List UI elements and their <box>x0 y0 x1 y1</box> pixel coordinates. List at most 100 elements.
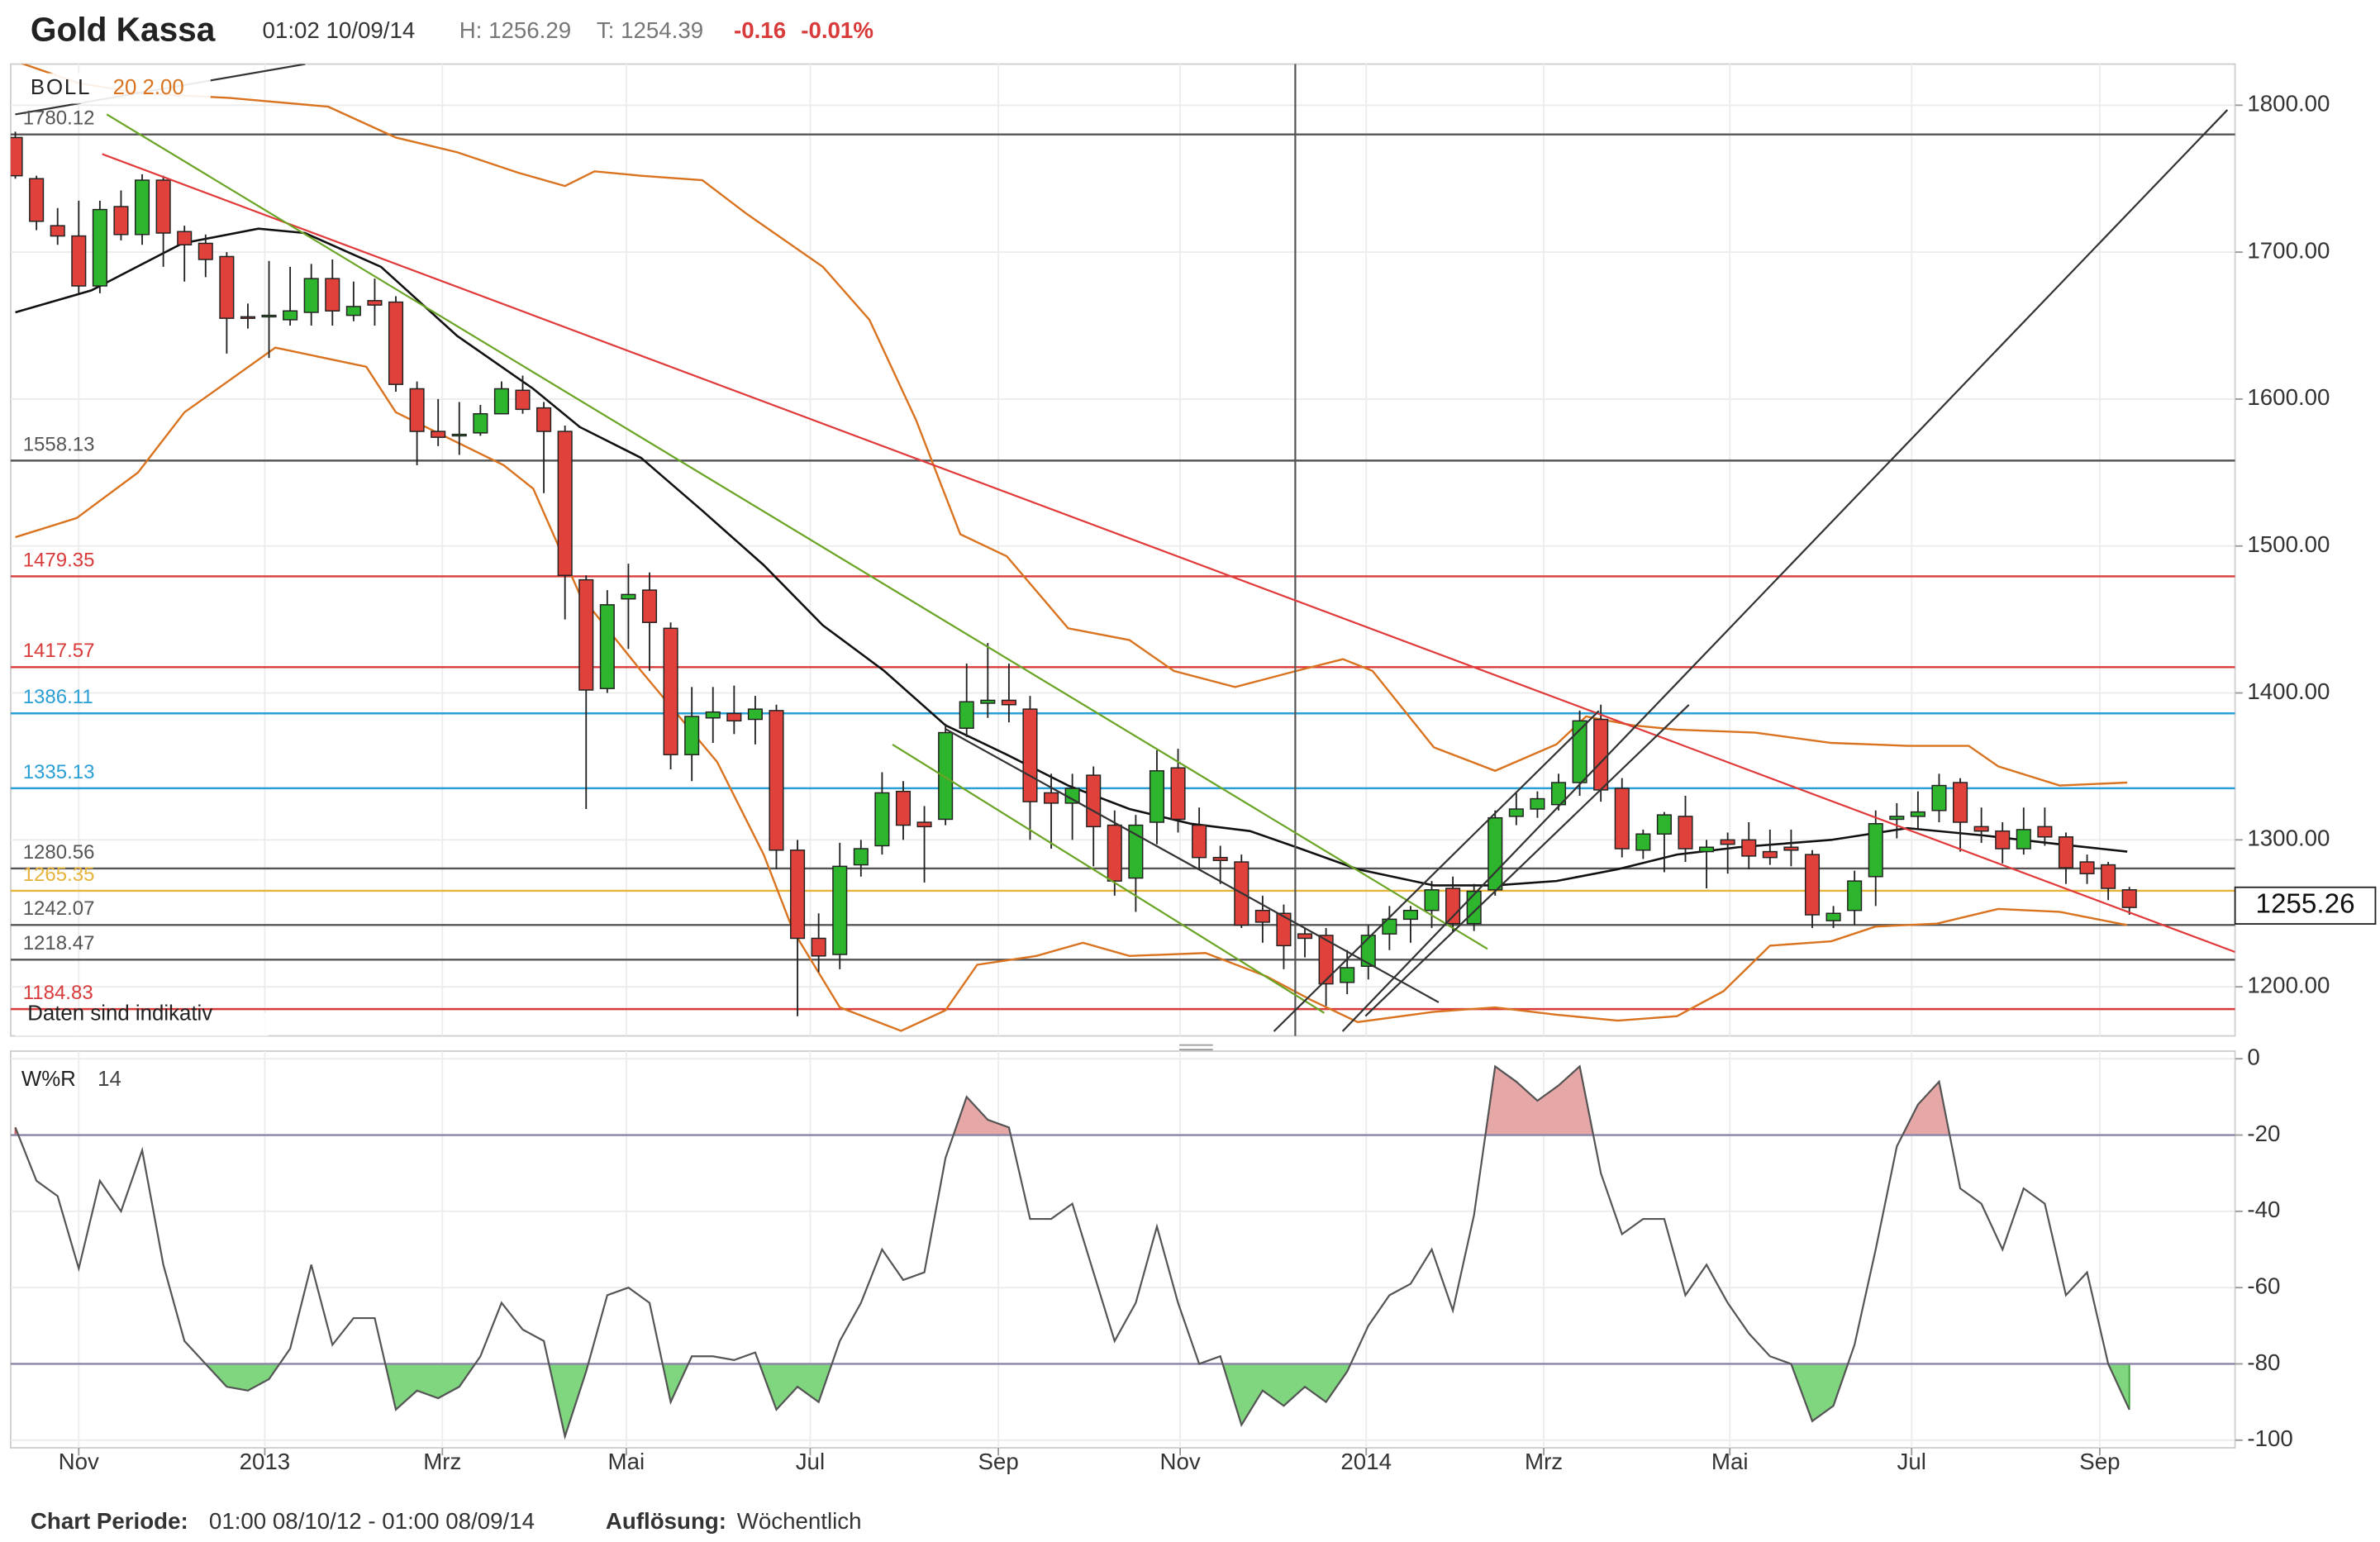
candle-body <box>1530 797 1545 810</box>
candle-body <box>493 388 509 415</box>
candle-body <box>874 792 890 847</box>
candle-body <box>10 136 23 177</box>
moving-average <box>15 227 2128 887</box>
candle-body <box>92 208 107 287</box>
candle-body <box>980 699 996 704</box>
candle-body <box>50 225 65 237</box>
candle-body <box>916 821 932 828</box>
level-label: 1280.56 <box>23 841 95 864</box>
candle-body <box>261 314 277 318</box>
price-panel <box>10 63 2236 1037</box>
candle-body <box>599 604 615 689</box>
candle-body <box>2101 864 2116 889</box>
drawings <box>15 64 2235 1036</box>
candle-body <box>832 865 848 955</box>
level-label: 1417.57 <box>23 640 95 662</box>
trend-line <box>1273 710 1600 1032</box>
candle-body <box>895 790 912 826</box>
candle-body <box>1656 814 1672 835</box>
level-label: 1218.47 <box>23 932 95 954</box>
candle-body <box>177 231 193 245</box>
y-tick-label: 1700.00 <box>2247 237 2330 263</box>
candle-body <box>1424 889 1440 911</box>
candle-body <box>1804 854 1821 916</box>
y-tick-label: 0 <box>2247 1045 2259 1070</box>
candle-body <box>134 179 150 236</box>
candle-body <box>1318 935 1334 985</box>
timestamp: 01:02 10/09/14 <box>263 17 416 43</box>
candle-body <box>345 306 361 316</box>
period-label: Chart Periode: <box>31 1508 188 1534</box>
change-percent: -0.01% <box>801 17 873 43</box>
x-tick-label: Mai <box>1711 1449 1749 1474</box>
candle-body <box>1212 856 1228 861</box>
note: Daten sind indikativ <box>27 1002 212 1026</box>
candle-body <box>811 937 826 957</box>
trend-line <box>1341 109 2229 1032</box>
candle-body <box>1402 909 1418 921</box>
x-tick-label: Jul <box>796 1449 825 1474</box>
indicator-name: W%R <box>21 1068 76 1091</box>
candle-body <box>621 593 636 600</box>
last-price-box <box>2234 886 2377 925</box>
zone-fill <box>14 1064 2130 1135</box>
candle-body <box>726 712 742 722</box>
y-tick-label: -60 <box>2247 1273 2280 1298</box>
period: 01:00 08/10/12 - 01:00 08/09/14 <box>209 1508 535 1534</box>
level-label: 1479.35 <box>23 549 95 571</box>
candle-body <box>1720 839 1735 845</box>
candle-body <box>1382 918 1397 935</box>
candle-body <box>684 716 700 755</box>
candle-body <box>1614 788 1630 850</box>
trend-line <box>106 113 1488 950</box>
x-tick-label: Jul <box>1897 1449 1926 1474</box>
candle-body <box>1254 909 1270 923</box>
level-label: 1780.12 <box>23 107 95 130</box>
candle-body <box>303 278 319 313</box>
legend-name: BOLL <box>31 76 91 99</box>
candle-body <box>515 389 531 411</box>
candle-body <box>578 578 594 691</box>
candle-body <box>557 431 573 577</box>
high-price: H: 1256.29 <box>459 17 571 43</box>
candle-body <box>240 316 255 319</box>
x-tick-label: Mrz <box>1525 1449 1563 1474</box>
candle-body <box>2079 861 2095 874</box>
candle-body <box>1360 935 1376 967</box>
candle-body <box>1107 824 1122 882</box>
candle-body <box>853 848 869 866</box>
legend-params: 20 2.00 <box>113 76 184 99</box>
candle-body <box>473 412 488 434</box>
candle-body <box>113 206 129 236</box>
candle-body <box>1572 720 1587 783</box>
candle-body <box>536 407 552 432</box>
bollinger-band <box>21 64 2128 787</box>
candle-body <box>1170 767 1186 821</box>
candle-body <box>155 179 171 234</box>
x-tick-label: Sep <box>978 1449 1018 1474</box>
chart-title: Gold Kassa <box>31 11 216 49</box>
candle-body <box>388 301 404 385</box>
level-label: 1386.11 <box>23 686 93 708</box>
x-tick-label: Nov <box>59 1449 99 1474</box>
y-tick-label: -40 <box>2247 1197 2280 1222</box>
y-tick-label: 1500.00 <box>2247 531 2330 557</box>
level-label: 1335.13 <box>23 761 95 783</box>
candle-body <box>1044 792 1059 804</box>
x-tick-label: Mai <box>608 1449 645 1474</box>
x-tick-label: 2014 <box>1340 1449 1392 1474</box>
indicator-plot <box>10 1051 2235 1448</box>
candle-body <box>1001 699 1016 706</box>
y-tick-label: 1300.00 <box>2247 826 2330 851</box>
candle-body <box>1995 830 2011 850</box>
level-label: 1242.07 <box>23 897 95 920</box>
legend-box <box>15 73 211 104</box>
candle-body <box>1086 774 1102 828</box>
x-tick-label: Mrz <box>423 1449 461 1474</box>
candle-body <box>283 310 298 321</box>
candle-body <box>663 627 678 755</box>
candle-body <box>2037 826 2053 838</box>
last-price: 1255.26 <box>2255 889 2354 920</box>
